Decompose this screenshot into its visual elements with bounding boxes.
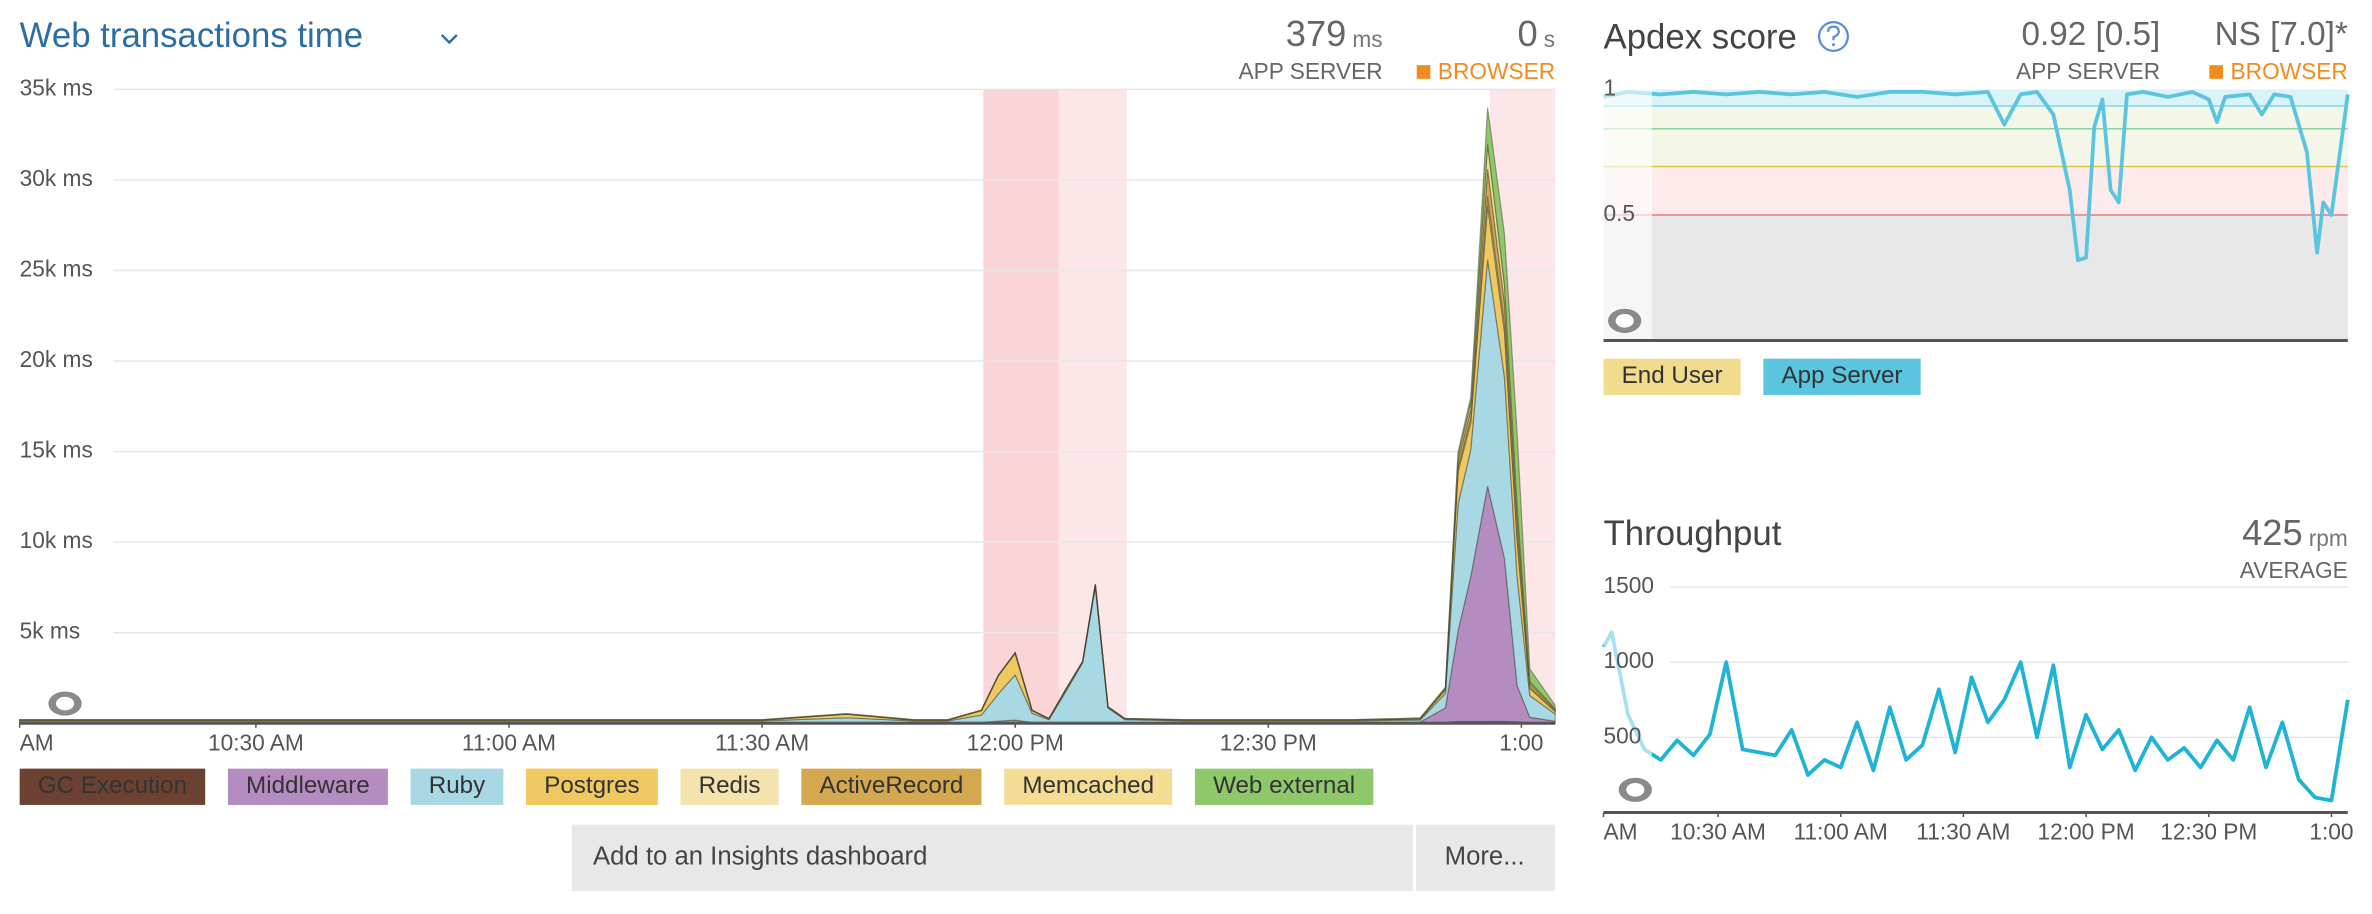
chart-title: Throughput [1604,515,1782,553]
stat-label: APP SERVER [1238,58,1382,84]
stat-unit: ms [1352,26,1382,52]
legend-label: GC Execution [38,772,187,799]
legend-label: Middleware [246,772,370,799]
legend-label: Ruby [429,772,486,799]
legend-swatch[interactable] [526,768,658,805]
stat-label: AVERAGE [2240,557,2348,583]
y-tick-label: 10k ms [20,527,93,553]
fade [1603,83,1652,341]
stat-unit: rpm [2309,525,2348,551]
legend-label: End User [1622,362,1723,389]
chart-title: Apdex score [1604,19,1797,57]
legend-swatch[interactable] [410,768,504,805]
legend-swatch[interactable] [680,768,779,805]
stat-color-key [2209,65,2223,79]
button-label: More... [1445,843,1525,871]
y-tick-label: 15k ms [20,437,93,463]
stat-color-key [1416,65,1431,79]
y-tick-label: 500 [1604,722,1642,748]
area [19,205,1556,722]
legend-label: Postgres [544,772,639,799]
eye-icon[interactable] [1618,777,1652,802]
y-tick-label: 0.5 [1604,200,1636,226]
legend-swatch[interactable] [1004,768,1173,805]
eye-icon[interactable] [1608,308,1642,333]
legend-swatch[interactable] [1763,358,1921,395]
legend-label: Redis [699,772,761,799]
y-tick-label: 5k ms [20,618,81,644]
incident-band [983,89,1059,724]
x-tick-label: 12:00 PM [967,729,1064,755]
chart-title: Web transactions time [20,17,363,55]
area [19,169,1556,721]
x-tick-label: AM [20,729,54,755]
y-tick-label: 25k ms [20,255,93,281]
add-dashboard-button[interactable] [571,824,1413,892]
button-label: Add to an Insights dashboard [593,843,927,871]
legend-swatch[interactable] [1194,768,1374,805]
more-button[interactable] [1415,824,1556,892]
help-icon[interactable] [1817,20,1849,52]
y-tick-label: 30k ms [20,165,93,191]
x-tick-label: 11:00 AM [1794,819,1888,845]
stat-unit: s [1544,26,1555,52]
legend-swatch[interactable] [227,768,388,805]
x-tick-label: 11:30 AM [715,729,809,755]
stat-label: BROWSER [1438,58,1555,84]
area [19,485,1556,724]
area [19,259,1556,723]
x-tick-label: 11:00 AM [462,729,556,755]
dropdown-chevron[interactable] [440,34,458,45]
legend-swatch[interactable] [801,768,982,805]
stat-label: APP SERVER [2016,58,2160,84]
stat-value: 0 [1518,13,1538,54]
line [1601,630,2350,803]
x-tick-label: 10:30 AM [208,729,304,755]
apdex-band [1603,166,2348,215]
area [19,107,1556,721]
fade [1603,574,1652,813]
stat-value: 425 [2242,512,2303,553]
line [1603,90,2350,263]
area [19,196,1556,721]
legend-swatch[interactable] [19,768,206,805]
stat-value: NS [7.0]* [2215,16,2348,53]
eye-icon[interactable] [48,691,82,716]
legend-swatch[interactable] [1603,358,1741,395]
x-tick-label: 12:30 PM [2160,819,2257,845]
stat-label: BROWSER [2231,58,2348,84]
x-tick-label: 11:30 AM [1916,819,2010,845]
x-tick-label: AM [1604,819,1638,845]
y-tick-label: 35k ms [20,74,93,100]
x-tick-label: 12:30 PM [1220,729,1317,755]
help-icon-dot [1831,43,1835,47]
y-tick-label: 20k ms [20,346,93,372]
apdex-band [1603,106,2348,167]
legend-label: Web external [1213,772,1355,799]
help-icon-glyph [1827,25,1840,41]
x-tick-label: 1:00 [1499,729,1543,755]
area [19,143,1556,721]
x-tick-label: 1:00 [2309,819,2353,845]
y-tick-label: 1500 [1604,572,1654,598]
legend-label: Memcached [1022,772,1154,799]
y-tick-label: 1000 [1604,647,1654,673]
legend-label: ActiveRecord [819,772,963,799]
legend-label: App Server [1781,362,1902,389]
apdex-band [1603,214,2348,341]
stat-value: 379 [1286,13,1347,54]
stat-value: 0.92 [0.5] [2021,16,2160,53]
x-tick-label: 10:30 AM [1670,819,1766,845]
x-tick-label: 12:00 PM [2038,819,2135,845]
y-tick-label: 1 [1604,74,1617,100]
